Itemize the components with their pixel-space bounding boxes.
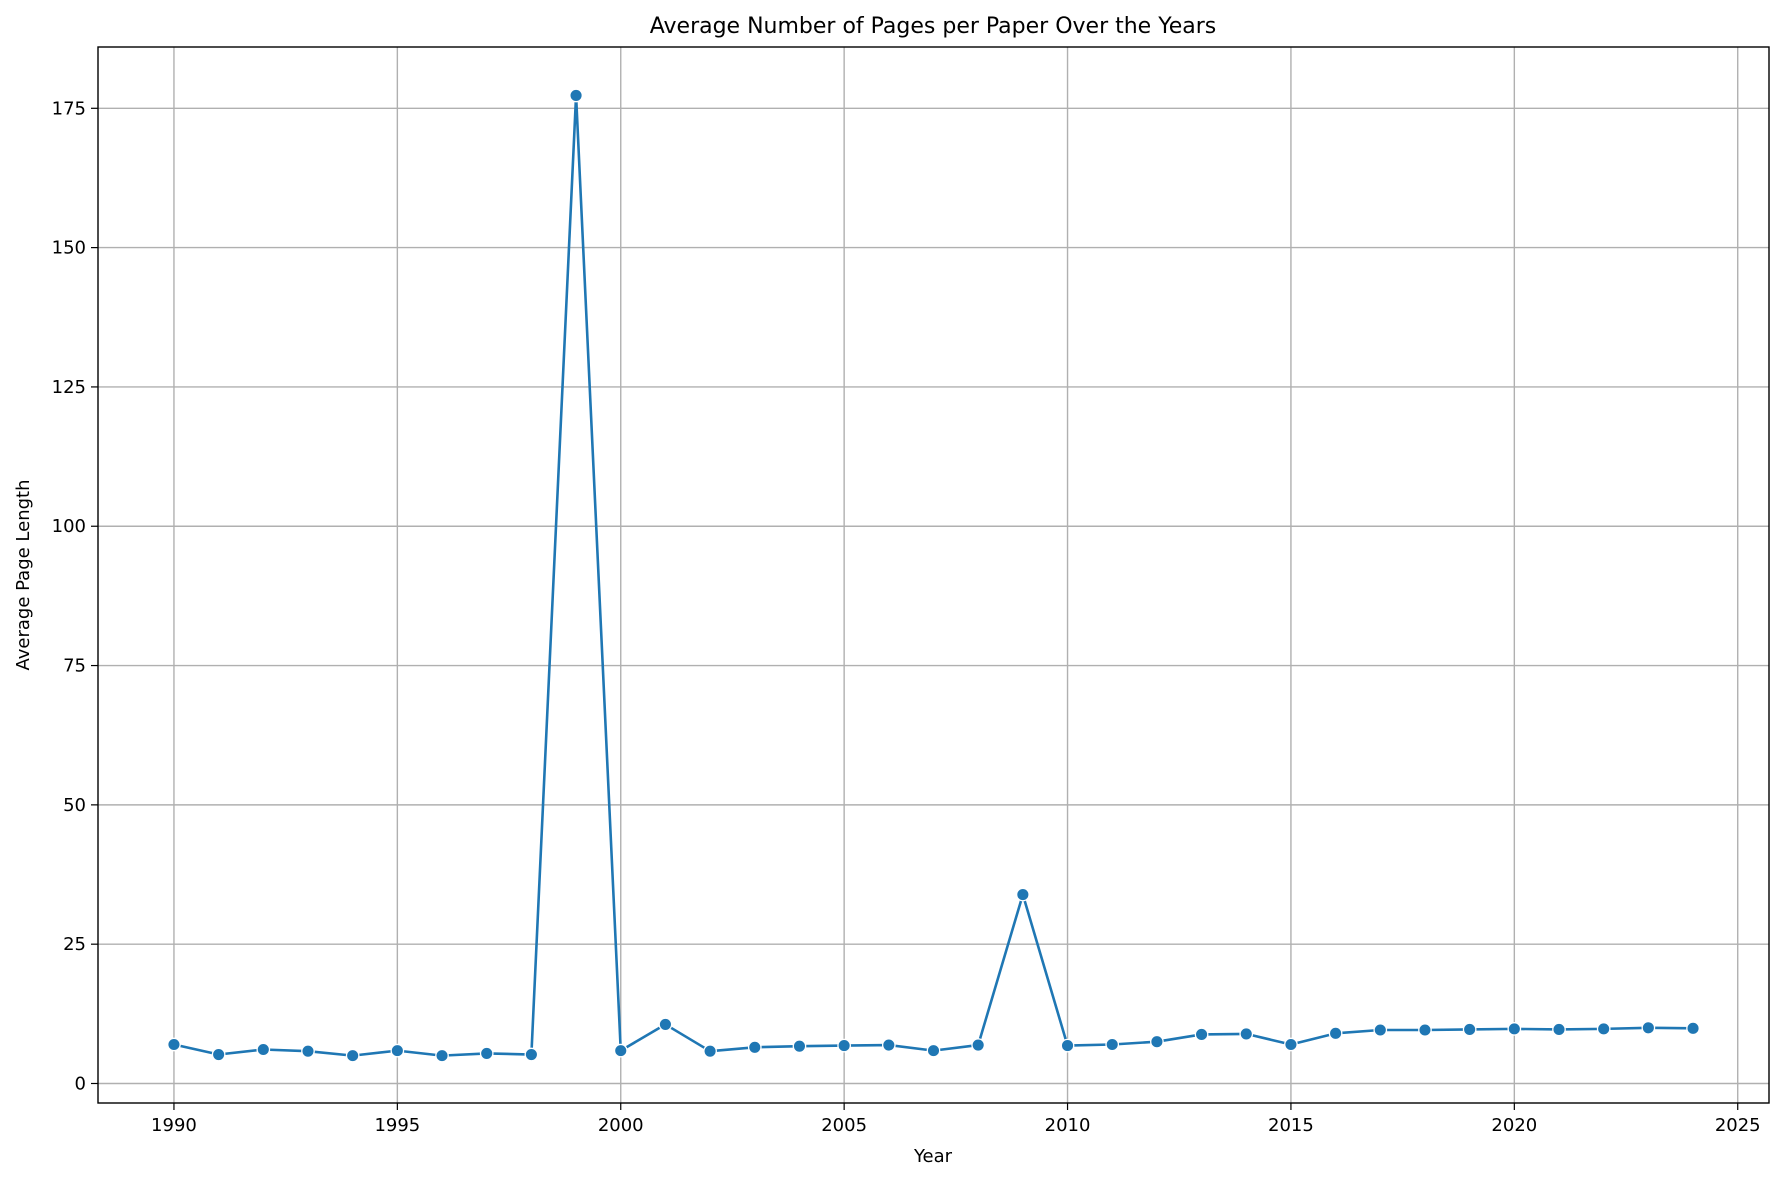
data-point bbox=[569, 88, 583, 103]
data-point bbox=[390, 1043, 405, 1058]
y-tick-label: 175 bbox=[52, 98, 86, 119]
x-axis: 1990 1995 2000 2005 2010 2015 2020 2025 bbox=[151, 1103, 1761, 1136]
data-point bbox=[1373, 1023, 1388, 1037]
data-point bbox=[1060, 1038, 1075, 1053]
x-tick-label: 1990 bbox=[151, 1115, 197, 1136]
data-point bbox=[345, 1048, 360, 1063]
data-point bbox=[658, 1017, 673, 1032]
x-tick-label: 2020 bbox=[1491, 1115, 1537, 1136]
y-tick-label: 0 bbox=[75, 1073, 86, 1094]
data-point bbox=[1239, 1027, 1254, 1041]
plot-frame bbox=[97, 46, 1770, 1104]
y-tick-label: 50 bbox=[63, 795, 86, 816]
data-point bbox=[1686, 1021, 1700, 1036]
series-line-path bbox=[173, 94, 1694, 1057]
data-point bbox=[524, 1047, 539, 1062]
y-axis: 0 25 50 75 100 125 150 175 bbox=[52, 98, 98, 1094]
y-axis-title: Average Page Length bbox=[13, 479, 34, 670]
data-point bbox=[1328, 1026, 1343, 1041]
data-point bbox=[1194, 1027, 1209, 1042]
data-point bbox=[167, 1037, 181, 1052]
series-line bbox=[167, 88, 1700, 1063]
data-point bbox=[703, 1044, 717, 1059]
x-tick-label: 2005 bbox=[821, 1115, 867, 1136]
data-point bbox=[1418, 1023, 1432, 1037]
data-point bbox=[256, 1042, 271, 1057]
data-point bbox=[1507, 1022, 1522, 1036]
data-point bbox=[837, 1038, 851, 1053]
x-tick-label: 2010 bbox=[1045, 1115, 1091, 1136]
chart-title: Average Number of Pages per Paper Over t… bbox=[650, 14, 1217, 39]
data-point bbox=[926, 1043, 941, 1058]
y-tick-label: 25 bbox=[63, 934, 86, 955]
data-point bbox=[1596, 1022, 1611, 1036]
data-point bbox=[1641, 1020, 1656, 1035]
data-point bbox=[1462, 1022, 1477, 1037]
data-point bbox=[1552, 1022, 1566, 1037]
data-point bbox=[1016, 887, 1030, 902]
data-point bbox=[971, 1038, 986, 1052]
data-point bbox=[301, 1044, 315, 1059]
data-point bbox=[747, 1040, 762, 1055]
data-point bbox=[435, 1048, 449, 1063]
data-point bbox=[792, 1039, 807, 1054]
data-point bbox=[1150, 1034, 1164, 1049]
data-point bbox=[211, 1047, 226, 1062]
y-tick-label: 100 bbox=[52, 516, 86, 537]
x-tick-label: 1995 bbox=[374, 1115, 420, 1136]
data-point bbox=[881, 1038, 896, 1052]
x-axis-title: Year bbox=[913, 1146, 953, 1167]
data-point bbox=[613, 1043, 628, 1058]
x-tick-label: 2025 bbox=[1715, 1115, 1761, 1136]
y-tick-label: 75 bbox=[63, 656, 86, 677]
x-tick-label: 2015 bbox=[1268, 1115, 1314, 1136]
y-tick-label: 150 bbox=[52, 238, 86, 259]
data-point bbox=[479, 1046, 494, 1061]
data-point bbox=[1105, 1037, 1120, 1052]
data-point bbox=[1284, 1037, 1298, 1052]
x-tick-label: 2000 bbox=[598, 1115, 644, 1136]
y-tick-label: 125 bbox=[52, 377, 86, 398]
grid bbox=[98, 47, 1769, 1103]
